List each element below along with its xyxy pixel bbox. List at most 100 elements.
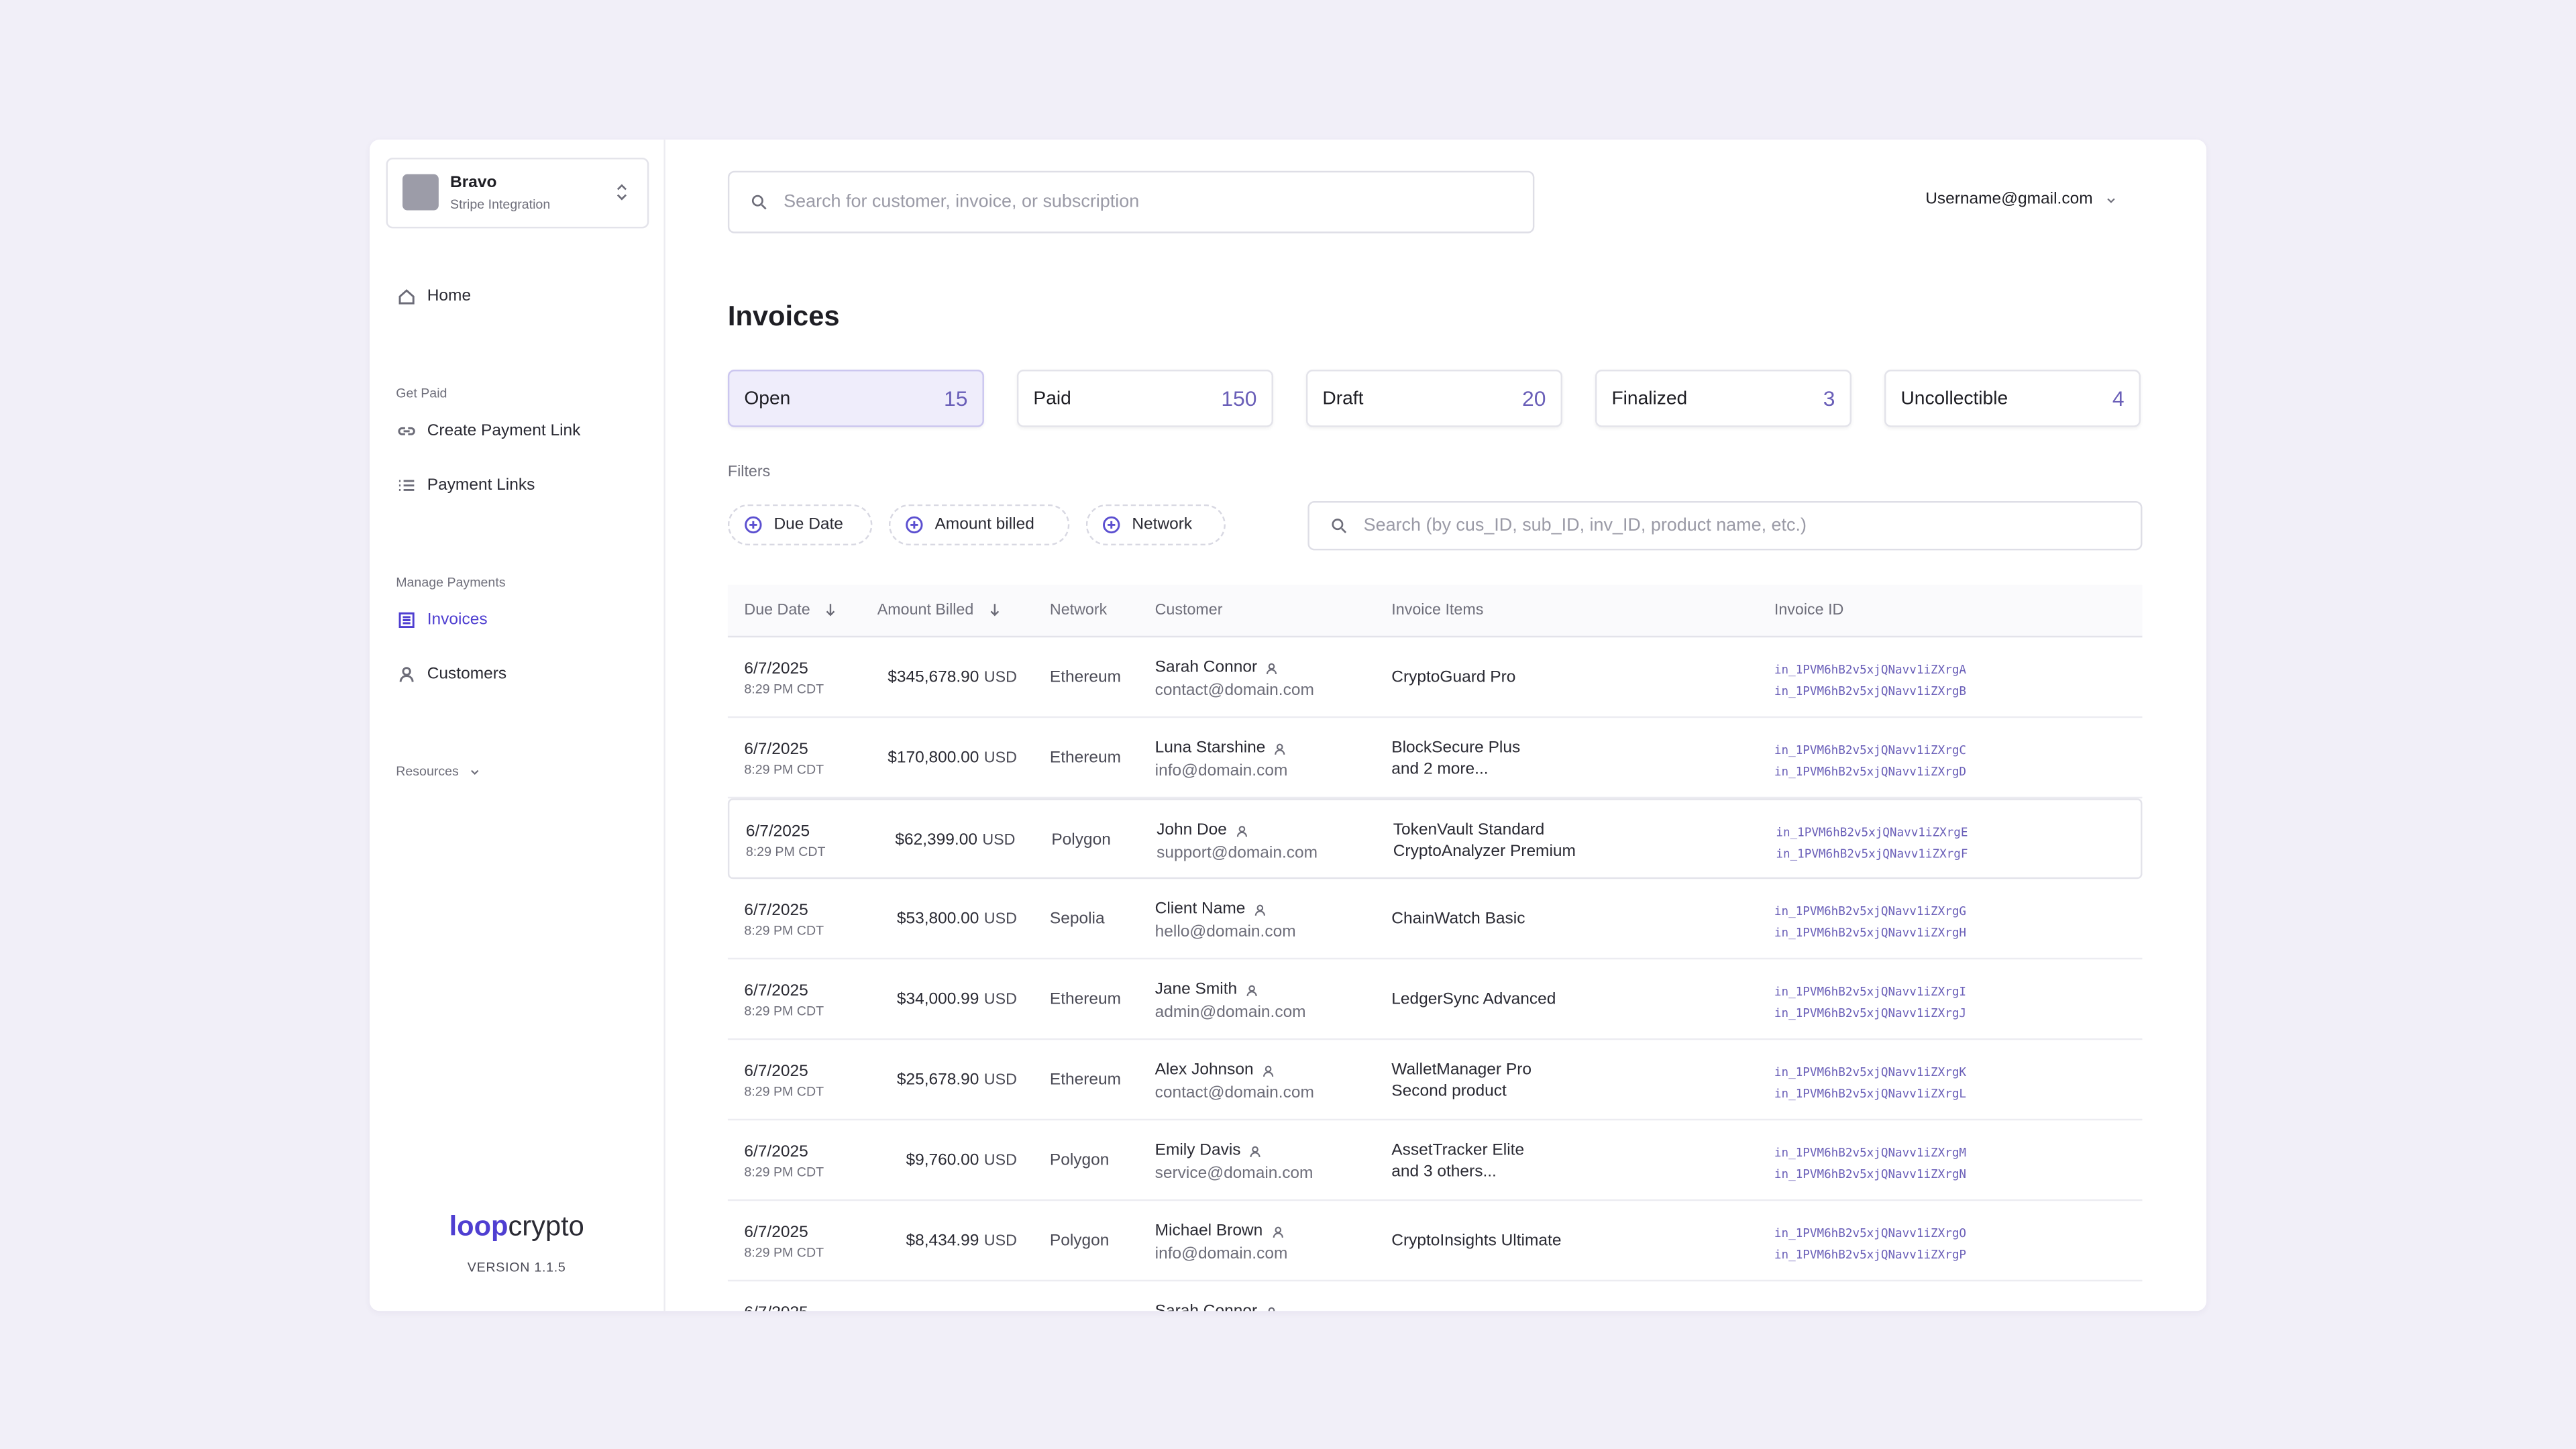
nav-item-active[interactable]: Invoices: [398, 611, 488, 629]
invoice-item: and 3 others...: [1391, 1163, 1497, 1181]
status-tab[interactable]: Paid 150: [1016, 370, 1273, 427]
workspace-name: Bravo: [450, 174, 497, 193]
customer-name: Client Name: [1155, 900, 1246, 918]
invoice-id[interactable]: in_1PVM6hB2v5xjQNavv1iZXrgN: [1774, 1166, 1967, 1181]
user-menu[interactable]: Username@gmail.com: [1925, 191, 2117, 209]
table-row[interactable]: 6/7/2025 8:29 PM CDT $34,000.99 USD Ethereum…: [727, 959, 2143, 1040]
search-placeholder: Search for customer, invoice, or subscri…: [784, 192, 1140, 212]
column-label: Network: [1049, 601, 1108, 620]
invoice-item: LedgerSync Advanced: [1391, 990, 1556, 1009]
version: VERSION 1.1.5: [467, 1260, 566, 1275]
nav-home[interactable]: Home: [398, 288, 471, 306]
column-label: Invoice ID: [1774, 601, 1844, 620]
table-row[interactable]: 6/7/2025 8:29 PM CDT $8,434.99 USD Polygon Mi…: [727, 1201, 2143, 1282]
nav-item[interactable]: Payment Links: [398, 476, 535, 494]
table-row[interactable]: 6/7/2025 8:29 PM CDT $9,760.00 USD Polygon Em…: [727, 1120, 2143, 1201]
global-search[interactable]: Search for customer, invoice, or subscri…: [727, 170, 1535, 233]
invoice-item: TokenVault Standard: [1393, 821, 1545, 840]
status-tab[interactable]: Open 15: [727, 370, 984, 427]
column-label: Due Date: [744, 601, 810, 620]
due-date: 6/7/2025: [744, 982, 808, 1001]
table-search[interactable]: Search (by cus_ID, sub_ID, inv_ID, produ…: [1307, 500, 2143, 551]
nav-item[interactable]: Customers: [398, 665, 506, 684]
tab-count: 15: [944, 386, 968, 411]
amount-value: $9,760.00: [906, 1151, 979, 1170]
invoice-id[interactable]: in_1PVM6hB2v5xjQNavv1iZXrgC: [1774, 742, 1967, 757]
username: Username@gmail.com: [1925, 191, 2093, 209]
invoice-id[interactable]: in_1PVM6hB2v5xjQNavv1iZXrgE: [1776, 824, 1968, 840]
invoice-icon: [398, 612, 415, 629]
nav-item[interactable]: Create Payment Link: [398, 422, 580, 440]
invoice-id[interactable]: in_1PVM6hB2v5xjQNavv1iZXrgF: [1776, 846, 1968, 861]
invoice-item: and 2 more...: [1391, 760, 1489, 779]
customer-icon: [1246, 984, 1257, 996]
invoice-id[interactable]: in_1PVM6hB2v5xjQNavv1iZXrgP: [1774, 1246, 1967, 1262]
column-label: Amount Billed: [877, 601, 974, 620]
sort-icon: [989, 604, 999, 616]
main: Search for customer, invoice, or subscri…: [663, 140, 2206, 1311]
invoice-id[interactable]: in_1PVM6hB2v5xjQNavv1iZXrgO: [1774, 1225, 1967, 1240]
nav-label: Invoices: [427, 611, 488, 629]
plus-icon: [745, 516, 762, 534]
amount: $9,760.00 USD: [906, 1152, 1016, 1170]
logo-bold: loop: [449, 1210, 508, 1242]
column-label: Invoice Items: [1391, 601, 1484, 620]
due-time: 8:29 PM CDT: [744, 1004, 824, 1019]
table-row[interactable]: 6/7/2025 8:29 PM CDT $345,678.90 USD Ethereu…: [727, 637, 2143, 718]
invoice-id[interactable]: in_1PVM6hB2v5xjQNavv1iZXrgL: [1774, 1085, 1967, 1101]
due-date: 6/7/2025: [744, 902, 808, 920]
workspace-switcher[interactable]: Bravo Stripe Integration: [386, 158, 649, 229]
invoice-id[interactable]: in_1PVM6hB2v5xjQNavv1iZXrgI: [1774, 983, 1967, 999]
customer-email: info@domain.com: [1155, 762, 1288, 781]
search-placeholder: Search (by cus_ID, sub_ID, inv_ID, produ…: [1363, 515, 1807, 536]
customer-icon: [1272, 1226, 1283, 1237]
table-row[interactable]: 6/7/2025 8:29 PM CDT $62,399.00 USD Polygon J…: [727, 798, 2143, 879]
customer: Alex Johnson: [1155, 1061, 1275, 1079]
customer-name: John Doe: [1157, 821, 1227, 840]
invoice-item: BlockSecure Plus: [1391, 739, 1521, 757]
search-icon: [1332, 519, 1347, 533]
due-date: 6/7/2025: [744, 1224, 808, 1242]
status-tab[interactable]: Finalized 3: [1595, 370, 1852, 427]
sidebar: Bravo Stripe Integration Home Get Paid C…: [370, 140, 665, 1311]
invoice-id[interactable]: in_1PVM6hB2v5xjQNavv1iZXrgD: [1774, 763, 1967, 779]
invoice-id[interactable]: in_1PVM6hB2v5xjQNavv1iZXrgM: [1774, 1144, 1967, 1160]
filter-chip[interactable]: Network: [1085, 504, 1226, 546]
column-header[interactable]: Amount Billed: [877, 601, 1002, 619]
customer-email: admin@domain.com: [1155, 1004, 1306, 1022]
customer-icon: [1263, 1065, 1274, 1076]
customer-name: Sarah Connor: [1155, 659, 1258, 677]
due-date: 6/7/2025: [744, 1143, 808, 1162]
column-header: Customer: [1155, 601, 1223, 619]
invoice-id[interactable]: in_1PVM6hB2v5xjQNavv1iZXrgH: [1774, 924, 1967, 940]
tab-count: 4: [2112, 386, 2125, 411]
customer-icon: [1275, 743, 1286, 754]
invoice-item: Second product: [1391, 1082, 1507, 1101]
app-window: Bravo Stripe Integration Home Get Paid C…: [370, 140, 2206, 1311]
column-header: Invoice Items: [1391, 601, 1483, 619]
filter-chip[interactable]: Amount billed: [888, 504, 1070, 546]
due-time: 8:29 PM CDT: [744, 1084, 824, 1099]
filter-chip[interactable]: Due Date: [727, 504, 873, 546]
column-header[interactable]: Due Date: [744, 601, 838, 619]
customer-email: support@domain.com: [1157, 844, 1318, 863]
invoice-item: ChainWatch Basic: [1391, 910, 1525, 928]
status-tab[interactable]: Uncollectible 4: [1884, 370, 2141, 427]
invoice-id[interactable]: in_1PVM6hB2v5xjQNavv1iZXrgG: [1774, 903, 1967, 918]
currency: USD: [983, 910, 1017, 928]
customer: Jane Smith: [1155, 981, 1258, 999]
invoice-id[interactable]: in_1PVM6hB2v5xjQNavv1iZXrgA: [1774, 661, 1967, 677]
chip-label: Due Date: [773, 515, 843, 534]
table-row[interactable]: 6/7/2025 8:29 PM CDT $25,678.90 USD Ethereum…: [727, 1040, 2143, 1121]
invoice-id[interactable]: in_1PVM6hB2v5xjQNavv1iZXrgJ: [1774, 1005, 1967, 1020]
invoice-id[interactable]: in_1PVM6hB2v5xjQNavv1iZXrgB: [1774, 683, 1967, 698]
table-row[interactable]: 6/7/2025 8:29 PM CDT $170,800.00 USD Ethereu…: [727, 718, 2143, 799]
invoice-id[interactable]: in_1PVM6hB2v5xjQNavv1iZXrgK: [1774, 1064, 1967, 1079]
invoice-item: CryptoInsights Ultimate: [1391, 1232, 1562, 1250]
table-row[interactable]: 6/7/2025 8:29 PM CDT $53,800.00 USD Sepolia C…: [727, 879, 2143, 960]
resources-toggle[interactable]: Resources: [396, 764, 482, 779]
status-tab[interactable]: Draft 20: [1305, 370, 1562, 427]
table-row[interactable]: 6/7/2025 Sarah Connor: [728, 1281, 2143, 1311]
